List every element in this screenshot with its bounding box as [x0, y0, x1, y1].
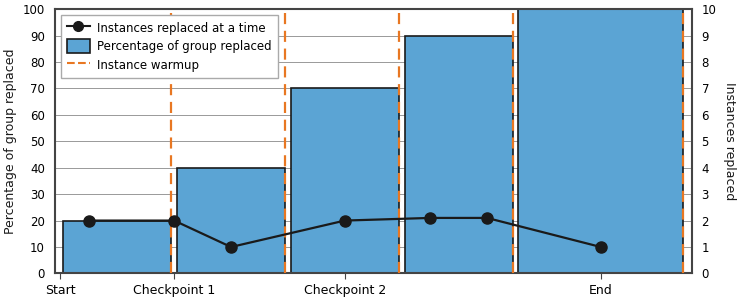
Bar [291, 88, 399, 273]
Bar [63, 221, 171, 273]
Y-axis label: Instances replaced: Instances replaced [723, 82, 736, 200]
Bar [518, 9, 683, 273]
Y-axis label: Percentage of group replaced: Percentage of group replaced [4, 48, 17, 234]
Bar [177, 168, 285, 273]
Legend: Instances replaced at a time, Percentage of group replaced, Instance warmup: Instances replaced at a time, Percentage… [61, 15, 278, 78]
Bar [405, 36, 513, 273]
